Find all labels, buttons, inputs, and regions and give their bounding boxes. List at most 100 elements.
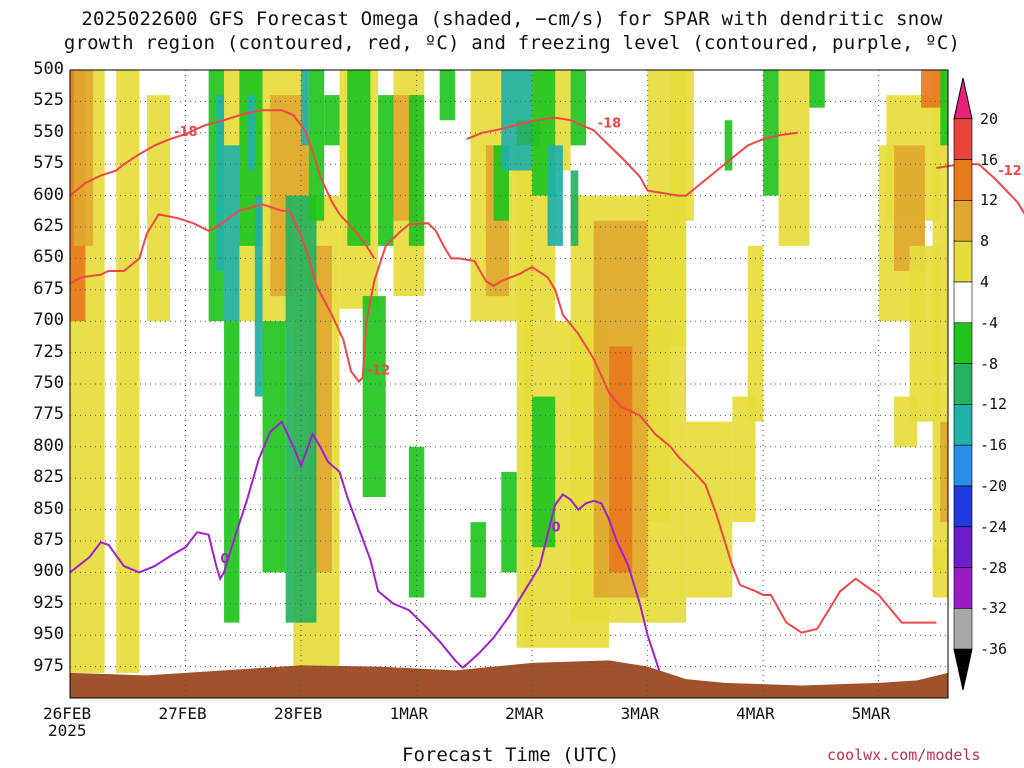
omega-shading-cell	[609, 346, 633, 573]
omega-shading-cell	[324, 95, 340, 146]
omega-shading-cell	[224, 145, 240, 322]
omega-shading-cell	[686, 421, 733, 598]
colorbar-label: -32	[980, 599, 1008, 618]
contour-label: -18	[598, 116, 622, 131]
colorbar-label: 16	[980, 150, 999, 169]
y-tick-label: 925	[33, 592, 64, 613]
omega-shading-cell	[216, 95, 225, 271]
y-tick-label: 875	[33, 530, 64, 550]
colorbar-bottom-arrow	[953, 648, 973, 691]
colorbar-segment	[953, 322, 973, 364]
y-tick-label: 775	[33, 404, 64, 425]
colorbar-label: 4	[980, 273, 990, 291]
contour-label: 0	[220, 552, 229, 567]
chart-title-line-1: 2025022600 GFS Forecast Omega (shaded, −…	[81, 8, 943, 30]
omega-shading-cell	[532, 396, 556, 548]
colorbar-segment	[953, 240, 973, 283]
credit-text: coolwx.com/models	[827, 746, 981, 764]
x-tick-label: 26FEB	[43, 704, 92, 723]
colorbar-segment	[953, 567, 973, 609]
colorbar-label: -36	[980, 640, 1008, 659]
y-tick-label: 575	[33, 153, 64, 174]
y-tick-label: 550	[33, 121, 64, 142]
y-tick-label: 675	[33, 278, 64, 299]
colorbar-top-arrow	[953, 77, 973, 120]
omega-shading-cell	[809, 70, 825, 108]
omega-shading-cell	[570, 70, 587, 146]
chart-title-line-2: growth region (contoured, red, ºC) and f…	[63, 32, 961, 54]
colorbar-label: 8	[980, 232, 990, 251]
colorbar-label: -20	[980, 477, 1008, 495]
y-tick-label: 800	[33, 435, 64, 456]
omega-shading-cell	[670, 70, 694, 221]
colorbar-label: -8	[980, 354, 999, 373]
omega-shading-cell	[116, 70, 140, 673]
omega-shading-cell	[501, 471, 517, 573]
omega-shading-cell	[347, 70, 371, 246]
x-tick-label: 3MAR	[620, 704, 660, 723]
omega-shading-cell	[778, 70, 810, 246]
y-tick-label: 825	[33, 467, 64, 488]
colorbar-label: -16	[980, 436, 1008, 455]
contour-label: 0	[552, 521, 561, 536]
colorbar-segment	[953, 159, 973, 201]
x-axis-title: Forecast Time (UTC)	[402, 744, 620, 766]
omega-shading-cell	[224, 321, 240, 623]
contour-label: -18	[174, 125, 198, 140]
y-tick-label: 950	[33, 624, 64, 645]
omega-shading-cell	[724, 120, 733, 171]
omega-shading-cell	[147, 95, 171, 322]
x-tick-label: 27FEB	[158, 704, 207, 723]
omega-shading-cell	[378, 95, 394, 246]
contour-line	[69, 109, 376, 259]
colorbar-label: -28	[980, 558, 1008, 577]
colorbar-segment	[953, 118, 973, 160]
terrain-surface	[70, 660, 948, 698]
y-tick-label: 975	[33, 655, 64, 676]
omega-shading-cell	[732, 396, 756, 523]
omega-shading-cell	[285, 195, 317, 623]
x-tick-label: 28FEB	[274, 704, 323, 723]
omega-shading-cell	[301, 70, 309, 146]
x-tick-label: 1MAR	[389, 704, 429, 723]
colorbar-label: -4	[980, 313, 999, 332]
omega-shading-cell	[362, 296, 386, 498]
x-tick-label: 2MAR	[505, 704, 544, 723]
colorbar-label: -24	[980, 517, 1008, 536]
contour-line	[466, 116, 798, 197]
contour-label: -12	[367, 364, 391, 379]
omega-shading-cell	[262, 321, 286, 573]
contour-line	[462, 493, 661, 671]
colorbar-segment	[953, 200, 973, 242]
y-tick-label: 725	[33, 341, 64, 362]
contour-label: -12	[998, 164, 1022, 179]
colorbar-segment	[953, 608, 973, 650]
omega-shading-cell	[470, 522, 486, 598]
colorbar-segment	[953, 444, 973, 487]
omega-shading-cell	[747, 245, 764, 422]
omega-shading-cell	[940, 421, 948, 523]
x-tick-label: 4MAR	[736, 704, 775, 723]
contour-line	[69, 420, 464, 669]
omega-shading-cell	[73, 70, 94, 246]
x-tick-label: 5MAR	[851, 704, 891, 723]
colorbar-label: -12	[980, 395, 1008, 414]
colorbar-segment	[953, 526, 973, 568]
omega-shading-cell	[647, 321, 671, 523]
y-tick-label: 600	[33, 184, 64, 205]
y-tick-label: 650	[33, 247, 64, 268]
y-tick-label: 525	[33, 90, 64, 111]
y-tick-label: 900	[33, 561, 64, 582]
colorbar-label: 12	[980, 191, 999, 210]
plot-frame	[69, 69, 949, 699]
omega-shading-cell	[940, 70, 948, 146]
colorbar-segment	[953, 485, 973, 528]
omega-shading-cell	[570, 170, 579, 246]
y-tick-label: 625	[33, 216, 64, 236]
omega-shading-cell	[408, 446, 425, 598]
y-tick-label: 700	[33, 310, 64, 331]
omega-shading-cell	[254, 195, 263, 397]
x-axis-year-label: 2025	[48, 721, 87, 740]
y-tick-label: 750	[33, 373, 64, 393]
